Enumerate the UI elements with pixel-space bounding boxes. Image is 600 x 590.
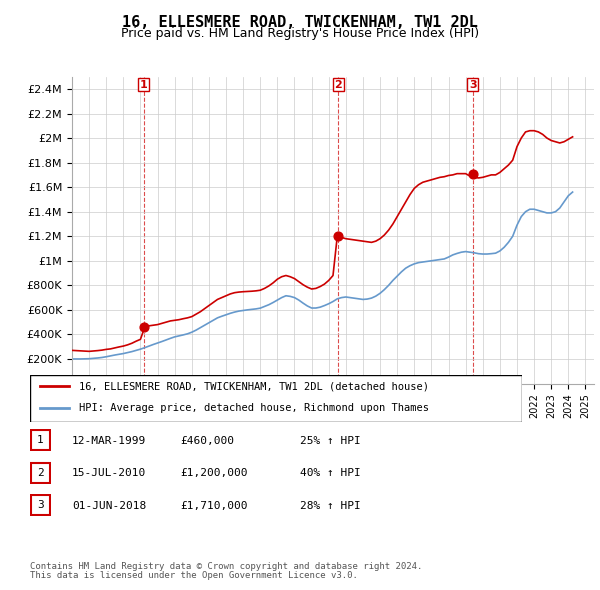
Point xyxy=(334,231,343,241)
Text: Price paid vs. HM Land Registry's House Price Index (HPI): Price paid vs. HM Land Registry's House … xyxy=(121,27,479,40)
Text: 15-JUL-2010: 15-JUL-2010 xyxy=(72,468,146,478)
FancyBboxPatch shape xyxy=(30,375,522,422)
Text: 3: 3 xyxy=(469,80,476,90)
Text: 3: 3 xyxy=(37,500,44,510)
Text: 2: 2 xyxy=(37,468,44,477)
Text: 2: 2 xyxy=(334,80,342,90)
Text: £460,000: £460,000 xyxy=(180,436,234,445)
Text: 1: 1 xyxy=(37,435,44,445)
Text: £1,200,000: £1,200,000 xyxy=(180,468,248,478)
Text: HPI: Average price, detached house, Richmond upon Thames: HPI: Average price, detached house, Rich… xyxy=(79,403,429,412)
Text: Contains HM Land Registry data © Crown copyright and database right 2024.: Contains HM Land Registry data © Crown c… xyxy=(30,562,422,571)
Text: 16, ELLESMERE ROAD, TWICKENHAM, TW1 2DL (detached house): 16, ELLESMERE ROAD, TWICKENHAM, TW1 2DL … xyxy=(79,382,429,391)
Text: 40% ↑ HPI: 40% ↑ HPI xyxy=(300,468,361,478)
Text: 16, ELLESMERE ROAD, TWICKENHAM, TW1 2DL: 16, ELLESMERE ROAD, TWICKENHAM, TW1 2DL xyxy=(122,15,478,30)
Point xyxy=(468,169,478,178)
Text: £1,710,000: £1,710,000 xyxy=(180,501,248,510)
FancyBboxPatch shape xyxy=(31,463,50,483)
FancyBboxPatch shape xyxy=(31,430,50,450)
Text: 12-MAR-1999: 12-MAR-1999 xyxy=(72,436,146,445)
Point xyxy=(139,322,149,332)
Text: 25% ↑ HPI: 25% ↑ HPI xyxy=(300,436,361,445)
Text: This data is licensed under the Open Government Licence v3.0.: This data is licensed under the Open Gov… xyxy=(30,571,358,580)
FancyBboxPatch shape xyxy=(31,495,50,515)
Text: 1: 1 xyxy=(140,80,148,90)
Text: 28% ↑ HPI: 28% ↑ HPI xyxy=(300,501,361,510)
Text: 01-JUN-2018: 01-JUN-2018 xyxy=(72,501,146,510)
